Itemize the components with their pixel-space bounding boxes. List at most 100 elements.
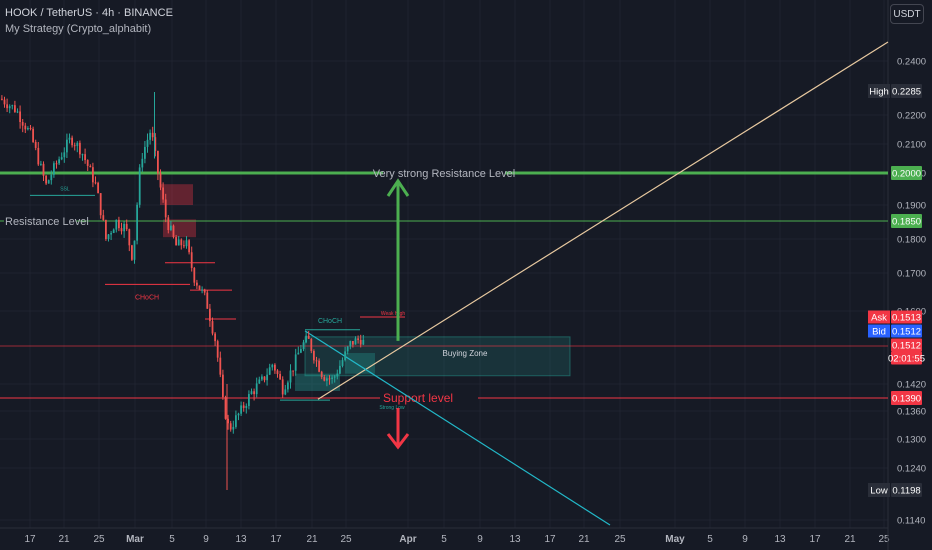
- candle-body: [214, 333, 216, 342]
- x-tick-label: 21: [58, 534, 70, 545]
- candle-body: [302, 342, 305, 350]
- ssl-label: SSL: [60, 187, 70, 193]
- x-tick-label: 21: [306, 534, 318, 545]
- x-tick-label: 13: [509, 534, 521, 545]
- candle-body: [177, 239, 180, 246]
- candle-body: [255, 383, 258, 395]
- candle-body: [276, 370, 279, 374]
- candle-body: [144, 146, 146, 159]
- x-tick-label: 21: [844, 534, 856, 545]
- bid-price-label-tag-bg: [868, 324, 890, 338]
- candle-body: [284, 389, 287, 395]
- candle-body: [224, 397, 227, 419]
- candle-body: [206, 292, 209, 309]
- candle-body: [159, 173, 162, 188]
- resistance-label: Resistance Level: [5, 216, 89, 228]
- x-tick-label: Mar: [126, 534, 144, 545]
- low-price-label-tag: Low: [870, 486, 888, 497]
- y-tick-label: 0.2100: [897, 140, 926, 151]
- demand-zone: [295, 373, 340, 391]
- candle-body: [81, 154, 84, 156]
- support-label: Support level: [383, 391, 453, 405]
- y-tick-label: 0.1140: [897, 516, 925, 527]
- x-tick-label: 17: [809, 534, 821, 545]
- candle-body: [6, 104, 8, 109]
- candle-body: [229, 423, 232, 430]
- candle-body: [271, 364, 274, 368]
- candle-body: [201, 289, 203, 291]
- x-tick-label: 9: [742, 534, 748, 545]
- buying-zone-label: Buying Zone: [443, 349, 488, 358]
- choch-label: CHoCH: [318, 318, 342, 325]
- candle-body: [237, 413, 240, 416]
- ask-price-label-bg: [891, 310, 922, 324]
- candle-body: [279, 373, 281, 380]
- very-strong-resistance-label: Very strong Resistance Level: [373, 168, 515, 180]
- supply-zone: [160, 184, 193, 205]
- candle-body: [331, 377, 333, 379]
- x-tick-label: 25: [340, 534, 352, 545]
- candle-body: [60, 157, 63, 160]
- candle-body: [3, 99, 6, 105]
- candle-body: [253, 391, 255, 395]
- x-tick-label: 13: [774, 534, 786, 545]
- candle-body: [97, 182, 99, 194]
- resistance-price-label-value: 0.2000: [892, 169, 921, 180]
- y-tick-label: 0.1900: [897, 201, 926, 212]
- candle-body: [188, 240, 190, 253]
- candle-body: [138, 167, 141, 205]
- x-tick-label: 25: [878, 534, 890, 545]
- candle-body: [136, 204, 138, 241]
- y-tick-label: 0.1360: [897, 407, 926, 418]
- candle-body: [341, 360, 344, 366]
- ascending-trendline: [317, 41, 889, 400]
- candle-body: [71, 137, 73, 146]
- candle-body: [157, 151, 159, 174]
- y-tick-label: 0.1300: [897, 435, 926, 446]
- candle-body: [352, 341, 354, 345]
- candle-body: [149, 132, 151, 140]
- candle-body: [125, 223, 128, 230]
- high-price-label-bg: [891, 84, 922, 98]
- ask-price-label: Ask 0.1513: [868, 310, 922, 324]
- choch-label: CHoCH: [135, 295, 159, 302]
- candle-body: [21, 122, 24, 126]
- bid-price-label-bg: [891, 324, 922, 338]
- currency-button[interactable]: USDT: [890, 4, 924, 24]
- candle-body: [232, 426, 235, 430]
- last-price-label-bg: [891, 338, 922, 352]
- candle-body: [258, 379, 261, 384]
- candle-body: [344, 351, 346, 361]
- y-tick-label: 0.2200: [897, 111, 926, 122]
- candle-body: [203, 289, 206, 293]
- candle-body: [47, 180, 50, 184]
- candle-body: [359, 339, 362, 345]
- bid-price-label-value: 0.1512: [892, 327, 921, 338]
- candle-body: [274, 364, 276, 371]
- candle-body: [37, 147, 40, 165]
- candle-body: [175, 237, 177, 246]
- ask-price-label-value: 0.1513: [892, 313, 921, 324]
- candle-body: [268, 367, 271, 375]
- candle-body: [164, 199, 167, 218]
- candle-body: [66, 139, 68, 153]
- candle-body: [162, 187, 164, 200]
- candle-body: [294, 354, 297, 371]
- candle-body: [250, 391, 253, 395]
- candle-body: [307, 335, 310, 339]
- x-tick-label: 5: [707, 534, 713, 545]
- candle-body: [32, 128, 34, 142]
- candle-body: [193, 267, 196, 283]
- chart-title: HOOK / TetherUS · 4h · BINANCE: [5, 7, 173, 19]
- x-tick-label: 5: [441, 534, 447, 545]
- strong-low-label: Strong Low: [379, 405, 405, 411]
- candle-body: [357, 338, 359, 340]
- candle-body: [326, 378, 328, 381]
- y-tick-label: 0.1240: [897, 464, 926, 475]
- countdown-label-value: 02:01:55: [888, 354, 925, 365]
- x-tick-label: 17: [24, 534, 36, 545]
- candle-body: [310, 338, 313, 351]
- candle-body: [94, 182, 97, 184]
- weak-high-label: Weak High: [381, 311, 406, 317]
